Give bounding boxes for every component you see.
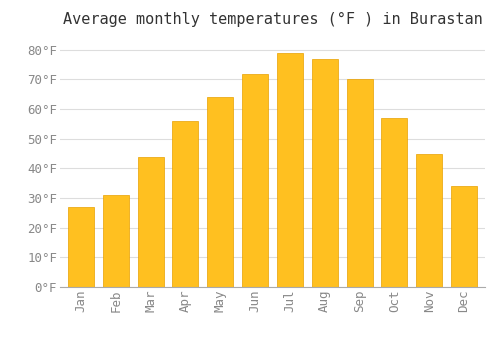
Bar <box>207 97 234 287</box>
Bar <box>68 207 94 287</box>
Bar <box>312 59 338 287</box>
Bar <box>416 154 442 287</box>
Bar <box>451 186 477 287</box>
Bar <box>138 156 164 287</box>
Bar <box>277 53 303 287</box>
Bar <box>242 74 268 287</box>
Bar <box>346 79 372 287</box>
Bar <box>102 195 129 287</box>
Bar <box>172 121 199 287</box>
Bar <box>382 118 407 287</box>
Title: Average monthly temperatures (°F ) in Burastan: Average monthly temperatures (°F ) in Bu… <box>62 12 482 27</box>
